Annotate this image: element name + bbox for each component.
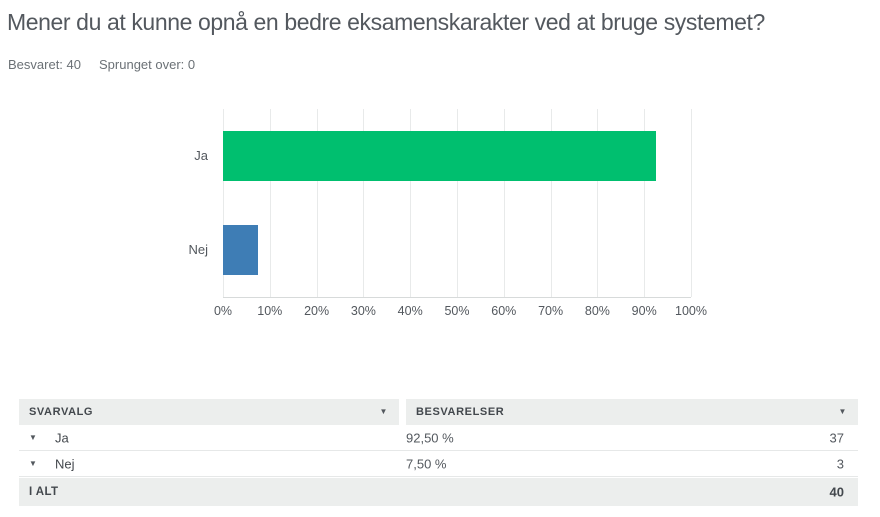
- answered-count: Besvaret: 40: [8, 57, 81, 72]
- x-axis-tick-label: 60%: [491, 304, 517, 318]
- answer-label: Nej: [55, 456, 75, 471]
- total-label: I ALT: [29, 486, 59, 498]
- skipped-count: Sprunget over: 0: [99, 57, 196, 72]
- answer-label: Ja: [55, 430, 69, 445]
- bar-nej: [223, 225, 259, 275]
- x-axis-tick-label: 50%: [444, 304, 470, 318]
- x-axis-tick-label: 0%: [213, 304, 233, 318]
- gridline: [363, 109, 365, 297]
- chart-band-ja: Ja: [194, 109, 691, 203]
- question-title: Mener du at kunne opnå en bedre eksamens…: [7, 9, 765, 35]
- besvarelser-sort-caret-icon[interactable]: ▼: [838, 407, 847, 416]
- answer-count: 3: [836, 456, 844, 471]
- plot-area: 0% 10% 20% 30% 40% 50% 60% 70% 80% 90% 100% Ja Nej: [188, 109, 707, 318]
- x-axis-tick-label: 100%: [675, 304, 707, 318]
- gridline: [691, 109, 692, 297]
- gridline: [269, 109, 271, 297]
- gridline: [550, 109, 552, 297]
- x-axis-tick-label: 80%: [584, 304, 610, 318]
- gridline: [597, 109, 599, 297]
- gridline: [316, 109, 318, 297]
- column-header-besvarelser-label: BESVARELSER: [416, 406, 505, 418]
- results-table: SVARVALG ▼ BESVARELSER ▼ ▼ Ja 92,50 % 37…: [19, 399, 858, 506]
- category-label-ja: Ja: [194, 148, 208, 163]
- column-header-svarvalg-label: SVARVALG: [29, 406, 94, 418]
- gridline: [644, 109, 646, 297]
- gridline: [503, 109, 505, 297]
- table-header-row: SVARVALG ▼ BESVARELSER ▼: [19, 399, 858, 425]
- table-total-row: I ALT 40: [19, 478, 858, 506]
- gridline: [457, 109, 458, 297]
- answer-percent: 7,50 %: [406, 456, 447, 471]
- x-axis-tick-label: 10%: [257, 304, 283, 318]
- column-header-svarvalg: SVARVALG ▼: [19, 399, 399, 425]
- answer-percent: 92,50 %: [406, 430, 454, 445]
- chart-band-nej: Nej: [188, 203, 691, 297]
- table-row-ja: ▼ Ja 92,50 % 37: [19, 425, 858, 451]
- x-axis-tick-label: 90%: [631, 304, 657, 318]
- svarvalg-sort-caret-icon[interactable]: ▼: [379, 407, 388, 416]
- x-axis-tick-label: 30%: [350, 304, 376, 318]
- response-stats: Besvaret: 40 Sprunget over: 0: [8, 57, 195, 72]
- x-axis-tick-label: 40%: [397, 304, 423, 318]
- table-row-nej: ▼ Nej 7,50 % 3: [19, 451, 858, 477]
- bar-ja: [223, 131, 656, 181]
- column-header-besvarelser: BESVARELSER ▼: [406, 399, 858, 425]
- gridline: [410, 109, 412, 297]
- row-expand-caret-icon[interactable]: ▼: [29, 458, 37, 468]
- gridline: [223, 109, 224, 297]
- answer-count: 37: [829, 430, 844, 445]
- row-expand-caret-icon[interactable]: ▼: [29, 432, 37, 442]
- bar-chart: 0% 10% 20% 30% 40% 50% 60% 70% 80% 90% 100% Ja Nej: [0, 100, 880, 325]
- total-count: 40: [829, 484, 844, 500]
- x-axis-tick-label: 20%: [304, 304, 330, 318]
- x-axis-tick-label: 70%: [538, 304, 564, 318]
- category-label-nej: Nej: [188, 242, 208, 257]
